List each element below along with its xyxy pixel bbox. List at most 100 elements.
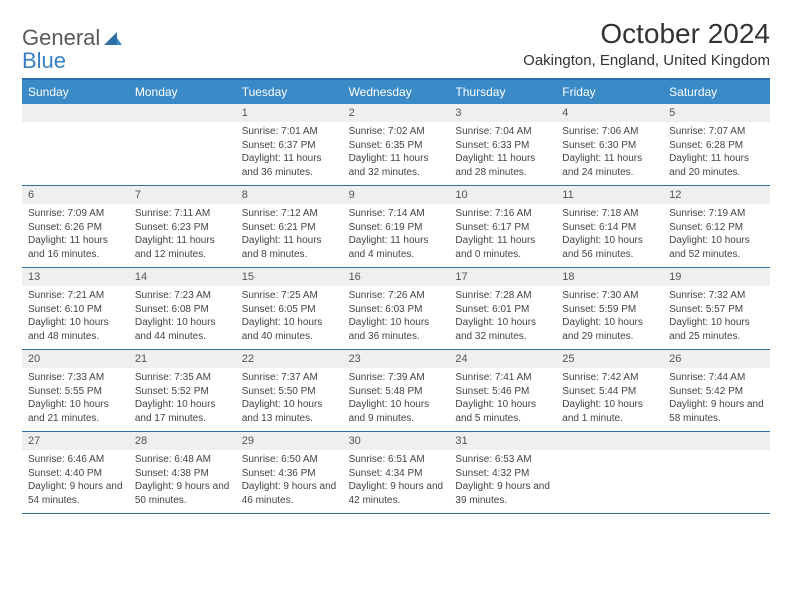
sunrise-text: Sunrise: 7:01 AM	[242, 125, 337, 139]
calendar-cell: 25Sunrise: 7:42 AMSunset: 5:44 PMDayligh…	[556, 350, 663, 431]
sunrise-text: Sunrise: 7:32 AM	[669, 289, 764, 303]
calendar-cell: 31Sunrise: 6:53 AMSunset: 4:32 PMDayligh…	[449, 432, 556, 513]
sunrise-text: Sunrise: 7:14 AM	[349, 207, 444, 221]
calendar-cell: 7Sunrise: 7:11 AMSunset: 6:23 PMDaylight…	[129, 186, 236, 267]
date-number: 19	[663, 268, 770, 286]
cell-body: Sunrise: 7:09 AMSunset: 6:26 PMDaylight:…	[22, 204, 129, 267]
daylight-text: Daylight: 11 hours and 4 minutes.	[349, 234, 444, 261]
cell-body: Sunrise: 7:32 AMSunset: 5:57 PMDaylight:…	[663, 286, 770, 349]
date-number: 8	[236, 186, 343, 204]
day-header-wed: Wednesday	[343, 80, 450, 104]
sunset-text: Sunset: 6:28 PM	[669, 139, 764, 153]
sunrise-text: Sunrise: 7:16 AM	[455, 207, 550, 221]
logo: GeneralBlue	[22, 18, 122, 72]
calendar-cell: 16Sunrise: 7:26 AMSunset: 6:03 PMDayligh…	[343, 268, 450, 349]
date-number: 18	[556, 268, 663, 286]
sunset-text: Sunset: 6:21 PM	[242, 221, 337, 235]
date-number: 11	[556, 186, 663, 204]
sunset-text: Sunset: 4:36 PM	[242, 467, 337, 481]
sunrise-text: Sunrise: 7:37 AM	[242, 371, 337, 385]
date-number: 30	[343, 432, 450, 450]
date-number: 12	[663, 186, 770, 204]
sunset-text: Sunset: 6:01 PM	[455, 303, 550, 317]
calendar-cell: 10Sunrise: 7:16 AMSunset: 6:17 PMDayligh…	[449, 186, 556, 267]
cell-body	[22, 122, 129, 131]
logo-sail-icon	[104, 26, 122, 49]
weeks-container: 1 Sunrise: 7:01 AMSunset: 6:37 PM Daylight…	[22, 104, 770, 514]
day-header-fri: Friday	[556, 80, 663, 104]
daylight-text: Daylight: 10 hours and 44 minutes.	[135, 316, 230, 343]
sunrise-text: Sunrise: 6:51 AM	[349, 453, 444, 467]
sunrise-text: Sunrise: 7:39 AM	[349, 371, 444, 385]
sunset-text: Sunset: 5:42 PM	[669, 385, 764, 399]
daylight-text: Daylight: 9 hours and 58 minutes.	[669, 398, 764, 425]
daylight-text: Daylight: 11 hours and 12 minutes.	[135, 234, 230, 261]
daylight-text: Daylight: 9 hours and 46 minutes.	[242, 480, 337, 507]
cell-body: Sunrise: 7:04 AMSunset: 6:33 PMDaylight:…	[449, 122, 556, 185]
cell-body: Sunrise: 7:14 AMSunset: 6:19 PMDaylight:…	[343, 204, 450, 267]
calendar-cell: 14Sunrise: 7:23 AMSunset: 6:08 PMDayligh…	[129, 268, 236, 349]
sunset-text: Sunset: 6:33 PM	[455, 139, 550, 153]
sunset-text: Sunset: 4:38 PM	[135, 467, 230, 481]
date-number: 1	[236, 104, 343, 122]
daylight-text: Daylight: 11 hours and 8 minutes.	[242, 234, 337, 261]
sunrise-text: Sunrise: 7:26 AM	[349, 289, 444, 303]
daylight-text: Daylight: 10 hours and 32 minutes.	[455, 316, 550, 343]
calendar-cell	[556, 432, 663, 513]
calendar-cell: 21Sunrise: 7:35 AMSunset: 5:52 PMDayligh…	[129, 350, 236, 431]
daylight-text: Daylight: 10 hours and 13 minutes.	[242, 398, 337, 425]
calendar-cell: 12Sunrise: 7:19 AMSunset: 6:12 PMDayligh…	[663, 186, 770, 267]
date-number: 28	[129, 432, 236, 450]
date-number	[129, 104, 236, 122]
calendar-cell: 15Sunrise: 7:25 AMSunset: 6:05 PMDayligh…	[236, 268, 343, 349]
daylight-text: Daylight: 10 hours and 29 minutes.	[562, 316, 657, 343]
cell-body	[663, 450, 770, 459]
sunset-text: Sunset: 6:37 PM	[242, 139, 337, 153]
cell-body: Sunrise: 7:06 AMSunset: 6:30 PMDaylight:…	[556, 122, 663, 185]
cell-body: Sunrise: 7:26 AMSunset: 6:03 PMDaylight:…	[343, 286, 450, 349]
sunset-text: Sunset: 5:50 PM	[242, 385, 337, 399]
date-number: 22	[236, 350, 343, 368]
sunrise-text: Sunrise: 7:41 AM	[455, 371, 550, 385]
cell-body: Sunrise: 7:39 AMSunset: 5:48 PMDaylight:…	[343, 368, 450, 431]
date-number: 31	[449, 432, 556, 450]
calendar-cell: 26 Sunrise: 7:44 AMSunset: 5:42 PMDayligh…	[663, 350, 770, 431]
sunrise-text: Sunrise: 6:53 AM	[455, 453, 550, 467]
date-number: 17	[449, 268, 556, 286]
daylight-text: Daylight: 10 hours and 40 minutes.	[242, 316, 337, 343]
date-number: 29	[236, 432, 343, 450]
daylight-text: Daylight: 9 hours and 39 minutes.	[455, 480, 550, 507]
sunset-text: Sunset: 5:55 PM	[28, 385, 123, 399]
calendar: Sunday Monday Tuesday Wednesday Thursday…	[22, 78, 770, 514]
date-number: 25	[556, 350, 663, 368]
cell-body: Sunrise: 7:02 AMSunset: 6:35 PMDaylight:…	[343, 122, 450, 185]
calendar-cell: 8Sunrise: 7:12 AMSunset: 6:21 PMDaylight…	[236, 186, 343, 267]
date-number: 21	[129, 350, 236, 368]
daylight-text: Daylight: 11 hours and 24 minutes.	[562, 152, 657, 179]
sunset-text: Sunset: 6:14 PM	[562, 221, 657, 235]
sunset-text: Sunset: 6:05 PM	[242, 303, 337, 317]
date-number: 5	[663, 104, 770, 122]
calendar-cell: 24Sunrise: 7:41 AMSunset: 5:46 PMDayligh…	[449, 350, 556, 431]
daylight-text: Daylight: 11 hours and 0 minutes.	[455, 234, 550, 261]
daylight-text: Daylight: 11 hours and 20 minutes.	[669, 152, 764, 179]
day-header-thu: Thursday	[449, 80, 556, 104]
sunrise-text: Sunrise: 7:35 AM	[135, 371, 230, 385]
week-row: 13Sunrise: 7:21 AMSunset: 6:10 PMDayligh…	[22, 268, 770, 350]
calendar-cell	[129, 104, 236, 185]
cell-body: Sunrise: 7:30 AMSunset: 5:59 PMDaylight:…	[556, 286, 663, 349]
sunset-text: Sunset: 6:03 PM	[349, 303, 444, 317]
cell-body: Sunrise: 7:18 AMSunset: 6:14 PMDaylight:…	[556, 204, 663, 267]
sunrise-text: Sunrise: 6:50 AM	[242, 453, 337, 467]
week-row: 27Sunrise: 6:46 AMSunset: 4:40 PMDayligh…	[22, 432, 770, 514]
date-number: 9	[343, 186, 450, 204]
cell-body: Sunrise: 7:12 AMSunset: 6:21 PMDaylight:…	[236, 204, 343, 267]
sunrise-text: Sunrise: 7:44 AM	[669, 371, 764, 385]
sunset-text: Sunset: 5:52 PM	[135, 385, 230, 399]
calendar-cell	[22, 104, 129, 185]
daylight-text: Daylight: 10 hours and 21 minutes.	[28, 398, 123, 425]
daylight-text: Daylight: 10 hours and 48 minutes.	[28, 316, 123, 343]
date-number: 26	[663, 350, 770, 368]
sunset-text: Sunset: 6:10 PM	[28, 303, 123, 317]
cell-body: Sunrise: 7:21 AMSunset: 6:10 PMDaylight:…	[22, 286, 129, 349]
